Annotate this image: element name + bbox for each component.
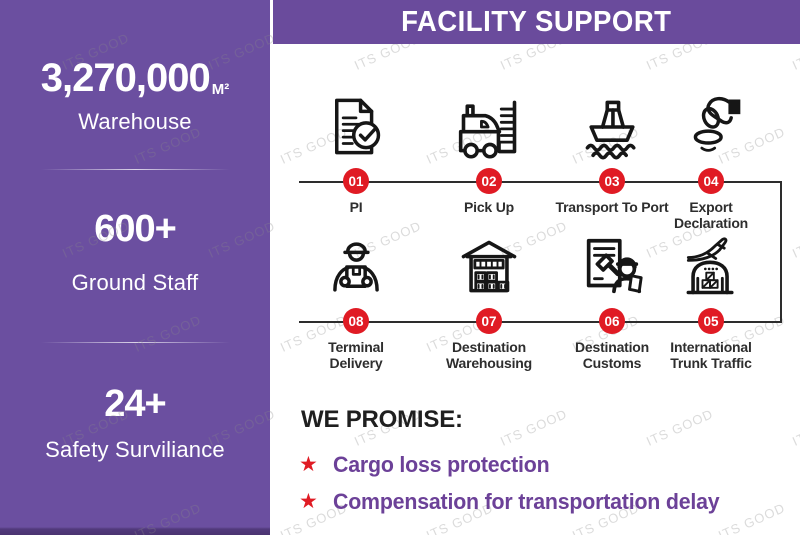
step-number-badge: 03 <box>599 168 625 194</box>
pickup-truck-icon <box>455 86 523 162</box>
sidebar-divider <box>40 342 230 343</box>
cargo-ship-icon <box>578 86 646 162</box>
promise-title: WE PROMISE: <box>301 406 463 433</box>
step-label: Terminal Delivery <box>328 339 384 371</box>
promise-item-text: Compensation for transportation delay <box>332 489 720 514</box>
step-label: Transport To Port <box>555 199 669 215</box>
warehouse-stat-label: Warehouse <box>78 109 192 134</box>
step-number-badge: 02 <box>476 168 502 194</box>
step-pi: 01 PI <box>291 86 421 215</box>
star-icon: ★ <box>299 489 318 513</box>
warehouse-stat-value: 3,270,000 M² <box>0 56 270 100</box>
warehouse-unit: M² <box>211 81 230 98</box>
stats-sidebar: 3,270,000 M² Warehouse 600+ Ground Staff … <box>0 0 270 535</box>
step-number-badge: 04 <box>698 168 724 194</box>
watermark-text: ITS GOOD <box>644 406 716 449</box>
sidebar-divider <box>40 169 230 170</box>
surveillance-stat-value: 24+ <box>104 383 166 425</box>
step-label: Pick Up <box>464 199 514 215</box>
step-number-badge: 08 <box>343 308 369 334</box>
stamp-icon <box>678 86 744 162</box>
warehouse-number: 3,270,000 <box>40 56 211 100</box>
step-destination-warehousing: 07 Destination Warehousing <box>424 226 554 371</box>
step-number-badge: 07 <box>476 308 502 334</box>
step-export-declaration: 04 Export Declaration <box>646 86 776 231</box>
surveillance-stat-label: Safety Surviliance <box>45 437 225 462</box>
warehouse-icon <box>455 226 523 302</box>
step-pick-up: 02 Pick Up <box>424 86 554 215</box>
step-label: Export Declaration <box>673 199 749 231</box>
star-icon: ★ <box>299 452 318 476</box>
header-banner: FACILITY SUPPORT <box>273 0 800 44</box>
flow-line-top <box>299 181 782 183</box>
watermark-text: ITS GOOD <box>790 406 800 449</box>
promise-item: ★ Cargo loss protection <box>299 451 556 478</box>
watermark-text: ITS GOOD <box>498 406 570 449</box>
step-number-badge: 01 <box>343 168 369 194</box>
step-terminal-delivery: 08 Terminal Delivery <box>291 226 421 371</box>
step-transport-to-port: 03 Transport To Port <box>547 86 677 215</box>
flow-line-bottom <box>299 321 782 323</box>
step-label: Destination Customs <box>574 339 650 371</box>
customs-icon <box>577 226 647 302</box>
promise-item: ★ Compensation for transportation delay <box>299 488 731 515</box>
watermark-text: ITS GOOD <box>790 218 800 261</box>
step-number-badge: 05 <box>698 308 724 334</box>
step-label: Destination Warehousing <box>446 339 532 371</box>
step-destination-customs: 06 Destination Customs <box>547 226 677 371</box>
step-international-trunk-traffic: 05 International Trunk Traffic <box>646 226 776 371</box>
promise-item-text: Cargo loss protection <box>332 452 550 477</box>
air-freight-icon <box>677 226 745 302</box>
flow-line-connector <box>780 181 782 323</box>
courier-icon <box>323 226 389 302</box>
ground-staff-stat-value: 600+ <box>94 208 177 250</box>
step-label: International Trunk Traffic <box>670 339 752 371</box>
step-number-badge: 06 <box>599 308 625 334</box>
page-title: FACILITY SUPPORT <box>401 5 672 38</box>
document-check-icon <box>323 86 389 162</box>
step-label: PI <box>349 199 363 215</box>
ground-staff-stat-label: Ground Staff <box>71 270 199 295</box>
